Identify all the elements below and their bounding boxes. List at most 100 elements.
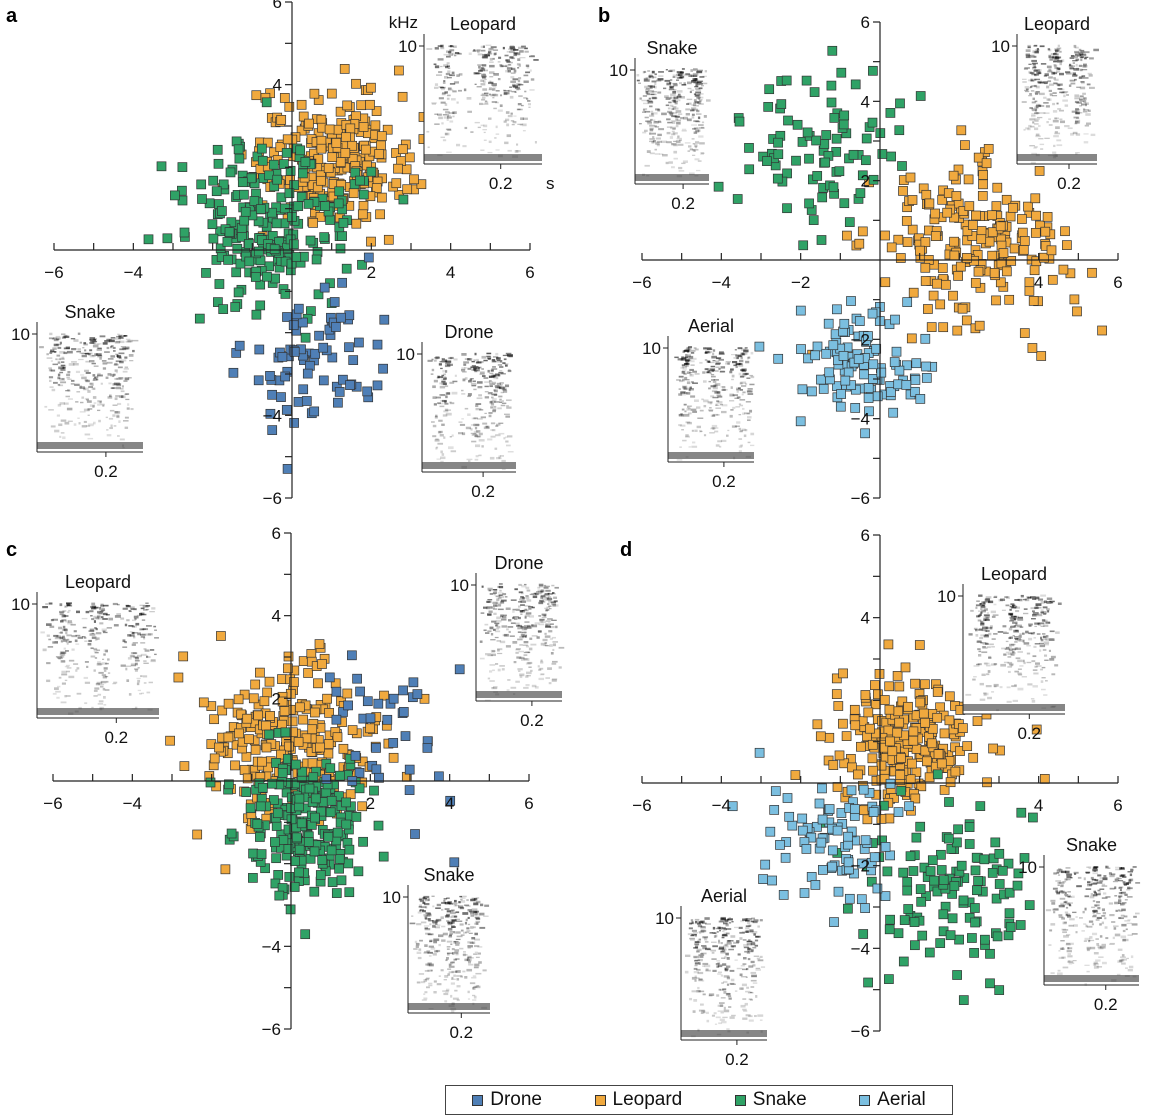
data-point-leopard <box>920 717 930 728</box>
y-tick-label: −6 <box>262 1020 281 1039</box>
spectrogram-stroke <box>671 133 676 135</box>
spectrogram-stroke <box>91 354 97 357</box>
spectrogram-stroke <box>81 425 87 428</box>
spectrogram-stroke <box>88 639 92 643</box>
spectrogram-stroke <box>61 682 66 685</box>
spectrogram-stroke <box>672 82 678 85</box>
spectrogram-stroke <box>454 899 457 903</box>
spectrogram-stroke <box>1044 137 1050 140</box>
spectrogram-stroke <box>1034 74 1037 77</box>
spectrogram-stroke <box>62 625 66 629</box>
spectrogram-stroke <box>67 371 71 374</box>
spectrogram-stroke <box>476 922 479 925</box>
spectrogram-background <box>37 592 159 718</box>
spectrogram-stroke <box>431 368 435 372</box>
spectrogram-stroke <box>648 86 651 89</box>
spectrogram-stroke <box>1057 83 1063 86</box>
spectrogram-stroke <box>526 599 532 602</box>
spectrogram-stroke <box>545 623 548 626</box>
inset-y-tick-label: 10 <box>642 339 661 358</box>
spectrogram-stroke <box>452 952 455 955</box>
spectrogram-stroke <box>99 610 105 612</box>
data-point-snake <box>156 161 167 172</box>
inset-x-tick-label: 0.2 <box>489 174 513 193</box>
data-point-snake <box>250 272 261 282</box>
data-point-snake <box>938 875 949 885</box>
spectrogram-stroke <box>98 671 104 674</box>
spectrogram-stroke <box>473 49 476 51</box>
data-point-snake <box>834 166 845 177</box>
data-point-leopard <box>868 765 878 776</box>
spectrogram-stroke <box>646 87 649 90</box>
data-point-snake <box>812 171 823 181</box>
data-point-snake <box>898 956 909 967</box>
data-point-leopard <box>939 728 950 739</box>
spectrogram-stroke <box>684 376 688 380</box>
spectrogram-stroke <box>423 903 430 906</box>
spectrogram-stroke <box>482 73 486 76</box>
spectrogram-stroke <box>59 612 64 615</box>
data-point-drone <box>327 352 338 363</box>
spectrogram-stroke <box>522 609 529 612</box>
data-point-snake <box>358 189 369 200</box>
spectrogram-stroke <box>50 425 56 428</box>
spectrogram-stroke <box>685 113 690 116</box>
spectrogram-stroke <box>510 80 517 83</box>
spectrogram-stroke <box>1077 152 1080 154</box>
spectrogram-stroke <box>101 674 107 676</box>
spectrogram-stroke <box>489 600 492 603</box>
spectrogram-stroke <box>59 357 65 361</box>
spectrogram-stroke <box>55 656 62 658</box>
spectrogram-stroke <box>1042 81 1048 84</box>
spectrogram-stroke <box>647 75 654 78</box>
spectrogram-stroke <box>538 601 544 605</box>
spectrogram-stroke <box>490 639 496 641</box>
spectrogram-stroke <box>548 630 553 633</box>
spectrogram-stroke <box>64 679 68 682</box>
spectrogram-stroke <box>517 638 523 641</box>
spectrogram-stroke <box>114 362 118 366</box>
data-point-leopard <box>366 82 376 93</box>
data-point-snake <box>1004 887 1015 898</box>
spectrogram-stroke <box>482 45 485 48</box>
spectrogram-stroke <box>1040 148 1044 150</box>
spectrogram-stroke <box>461 418 464 420</box>
spectrogram-stroke <box>92 340 98 343</box>
spectrogram-band <box>37 442 143 449</box>
spectrogram-stroke <box>685 362 689 365</box>
spectrogram-stroke <box>644 164 650 167</box>
spectrogram-stroke <box>687 405 691 409</box>
spectrogram-stroke <box>462 912 469 915</box>
spectrogram-stroke <box>529 69 532 72</box>
data-point-leopard <box>944 691 955 702</box>
data-point-aerial <box>795 416 806 427</box>
data-point-leopard <box>264 676 275 687</box>
spectrogram-stroke <box>463 931 467 934</box>
spectrogram-stroke <box>471 976 477 979</box>
spectrogram-stroke <box>1052 102 1056 106</box>
spectrogram-stroke <box>480 83 486 86</box>
spectrogram-stroke <box>657 133 662 137</box>
data-point-leopard <box>828 760 839 770</box>
spectrogram-stroke <box>97 610 103 614</box>
spectrogram-stroke <box>128 354 134 357</box>
spectrogram-stroke <box>1034 49 1040 52</box>
spectrogram-stroke <box>1093 48 1099 52</box>
spectrogram-stroke <box>528 606 534 608</box>
spectrogram-stroke <box>639 97 642 100</box>
spectrogram-stroke <box>1034 106 1038 109</box>
spectrogram-stroke <box>1055 56 1059 59</box>
spectrogram-stroke <box>1038 105 1045 107</box>
inset-y-tick-label: 10 <box>396 345 415 364</box>
spectrogram-stroke <box>154 637 159 639</box>
spectrogram-stroke <box>424 899 430 902</box>
spectrogram-stroke <box>93 421 96 425</box>
data-point-snake <box>987 868 998 878</box>
spectrogram-stroke <box>443 377 447 381</box>
spectrogram-stroke <box>425 912 431 914</box>
spectrogram-stroke <box>524 90 527 93</box>
spectrogram-stroke <box>525 645 530 648</box>
data-point-leopard <box>964 201 975 211</box>
spectrogram-stroke <box>1073 116 1079 119</box>
spectrogram-stroke <box>529 89 535 91</box>
